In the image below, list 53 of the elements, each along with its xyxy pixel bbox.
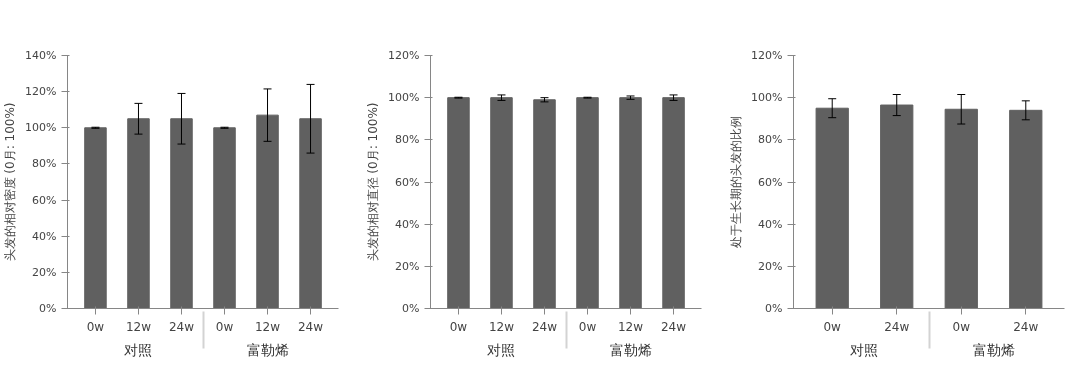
y-tick-label: 0%	[402, 302, 420, 315]
y-tick-label: 60%	[32, 193, 57, 207]
bar	[127, 118, 150, 309]
y-tick-label: 0%	[765, 302, 783, 315]
x-tick-label: 0w	[449, 319, 468, 334]
bar	[170, 118, 193, 309]
y-tick-label: 120%	[388, 49, 420, 62]
y-tick-label: 140%	[25, 49, 57, 62]
x-tick-label: 24w	[298, 319, 324, 334]
x-tick-label: 0w	[823, 319, 842, 334]
text: 对照	[487, 341, 516, 358]
y-tick-label: 60%	[395, 175, 420, 189]
y-tick-label: 80%	[395, 133, 420, 147]
x-tick-label: 24w	[1013, 319, 1039, 334]
y-tick-label: 20%	[395, 259, 420, 273]
y-tick-label: 100%	[751, 91, 783, 105]
y-tick-label: 0%	[39, 302, 57, 315]
x-tick-label: 12w	[125, 319, 152, 334]
x-tick-label: 0w	[86, 319, 105, 334]
bar	[213, 127, 236, 309]
x-tick-label: 12w	[254, 319, 281, 334]
x-tick-label: 0w	[215, 319, 234, 334]
y-tick-label: 100%	[388, 91, 420, 105]
x-tick-label: 24w	[168, 319, 195, 334]
x-tick-label: 24w	[661, 319, 687, 334]
x-tick-label: 0w	[578, 319, 597, 334]
y-tick-label: 40%	[395, 217, 420, 231]
bar	[299, 118, 322, 309]
text: 富勒烯	[246, 341, 289, 358]
bar	[84, 127, 107, 309]
text: 富勒烯	[609, 341, 652, 358]
y-axis-title: 处于生长期的头发的比例	[729, 116, 744, 248]
x-tick-label: 12w	[488, 319, 515, 334]
bar	[256, 114, 279, 309]
y-axis-title: 头发的相对直径 (0月: 100%)	[366, 102, 381, 262]
text: 对照	[124, 341, 153, 358]
y-tick-label: 40%	[32, 229, 57, 243]
y-tick-label: 120%	[25, 85, 57, 99]
y-tick-label: 20%	[758, 259, 783, 273]
x-tick-label: 0w	[952, 319, 971, 334]
x-tick-label: 24w	[884, 319, 910, 334]
y-tick-label: 20%	[32, 265, 57, 279]
x-tick-label: 12w	[617, 319, 644, 334]
y-tick-label: 120%	[751, 49, 783, 62]
y-axis-title: 头发的相对密度 (0月: 100%)	[3, 102, 18, 262]
y-tick-label: 80%	[32, 157, 57, 171]
text: 富勒烯	[972, 341, 1015, 358]
y-tick-label: 60%	[758, 175, 783, 189]
y-tick-label: 100%	[25, 121, 57, 135]
text: 对照	[850, 341, 879, 358]
x-tick-label: 24w	[531, 319, 558, 334]
y-tick-label: 40%	[758, 217, 783, 231]
y-tick-label: 80%	[758, 133, 783, 147]
